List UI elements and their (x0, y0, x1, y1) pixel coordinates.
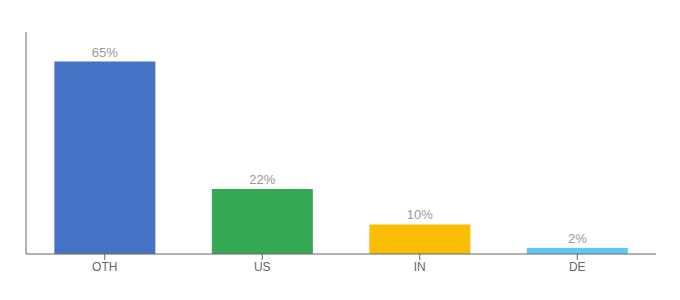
svg-text:DE: DE (569, 260, 586, 274)
svg-text:US: US (254, 260, 271, 274)
svg-text:65%: 65% (92, 45, 118, 60)
svg-text:IN: IN (414, 260, 426, 274)
svg-text:10%: 10% (407, 207, 433, 222)
svg-text:2%: 2% (568, 231, 587, 246)
svg-text:22%: 22% (249, 172, 275, 187)
svg-text:OTH: OTH (92, 260, 117, 274)
